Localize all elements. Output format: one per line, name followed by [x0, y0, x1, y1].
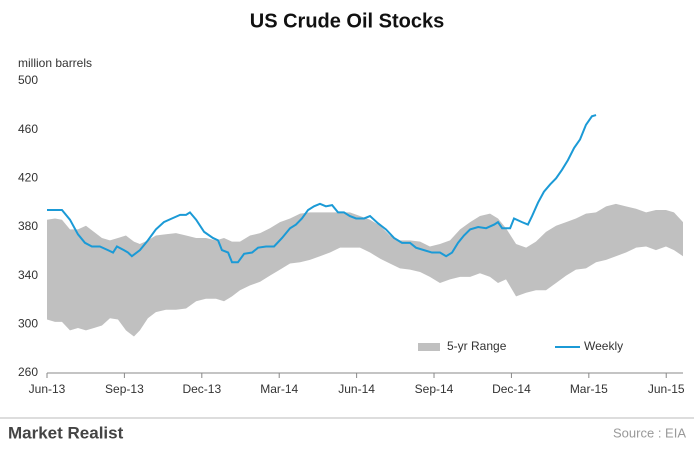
legend-label: 5-yr Range — [447, 339, 507, 353]
x-tick-label: Jun-14 — [338, 382, 375, 396]
chart-title: US Crude Oil Stocks — [250, 10, 445, 32]
x-tick-label: Sep-13 — [105, 382, 144, 396]
range-band — [47, 203, 683, 337]
x-tick-label: Mar-15 — [570, 382, 608, 396]
y-tick-label: 260 — [18, 365, 38, 379]
x-tick-label: Jun-15 — [648, 382, 685, 396]
x-tick-label: Dec-13 — [182, 382, 221, 396]
y-tick-label: 300 — [18, 317, 38, 331]
source: Source : EIA — [613, 425, 686, 440]
y-tick-label: 380 — [18, 219, 38, 233]
y-tick-label: 500 — [18, 73, 38, 87]
x-tick-label: Jun-13 — [29, 382, 66, 396]
x-tick-label: Mar-14 — [260, 382, 298, 396]
x-tick-label: Sep-14 — [415, 382, 454, 396]
y-tick-label: 460 — [18, 122, 38, 136]
brand: Market Realist — [8, 423, 124, 442]
weekly-line — [47, 114, 597, 264]
y-tick-label: 340 — [18, 268, 38, 282]
legend-swatch — [418, 343, 440, 351]
y-axis-label: million barrels — [18, 56, 92, 70]
y-tick-label: 420 — [18, 171, 38, 185]
legend-label: Weekly — [584, 339, 623, 353]
x-tick-label: Dec-14 — [492, 382, 531, 396]
